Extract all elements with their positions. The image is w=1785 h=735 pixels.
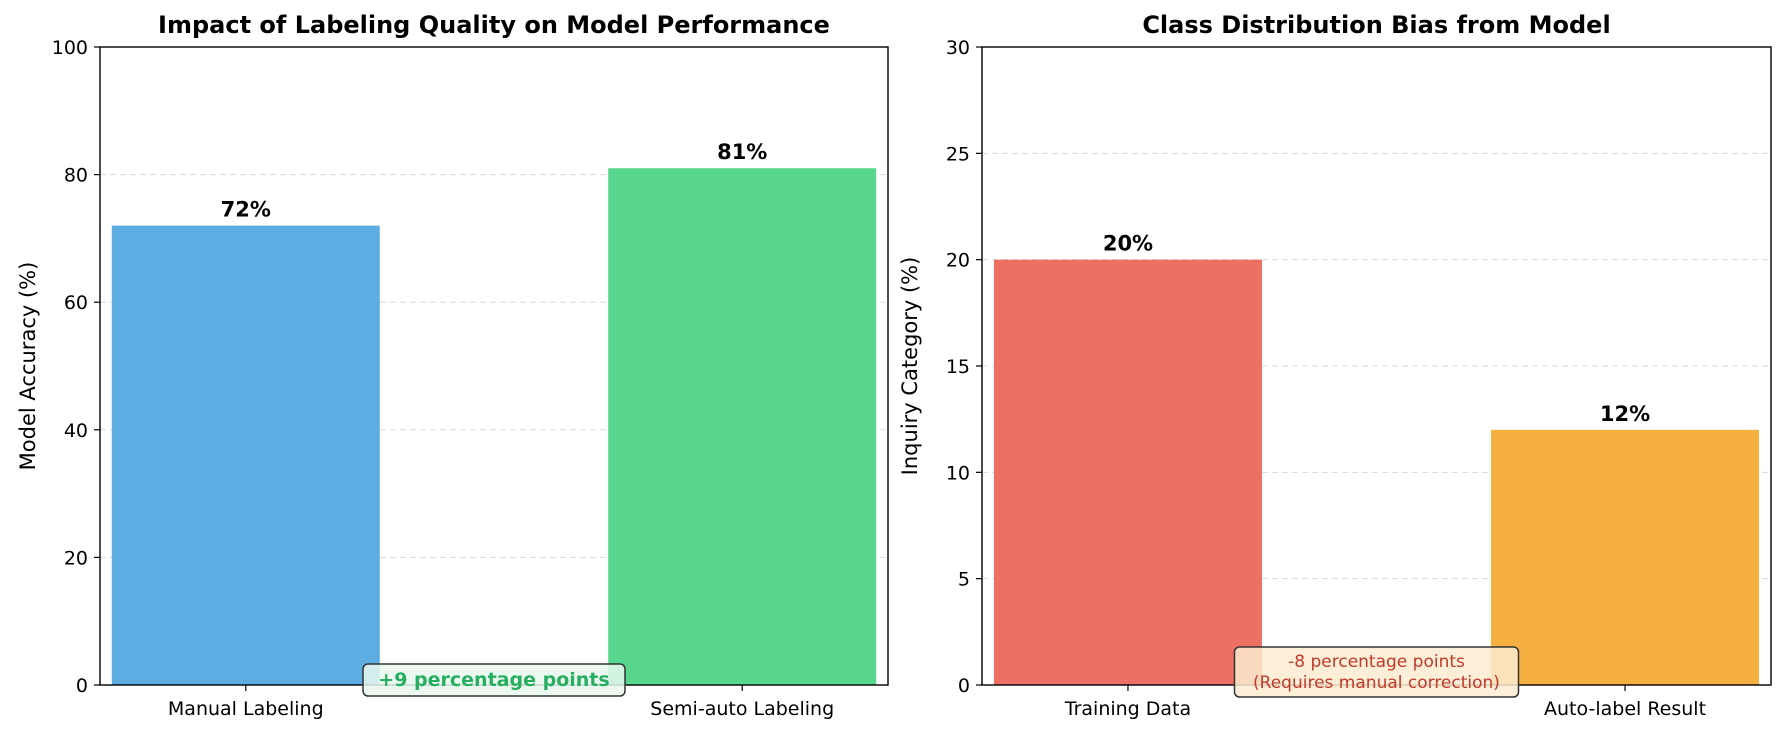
bar-value-label: 81% [717, 140, 767, 164]
annotation-text: (Requires manual correction) [1253, 673, 1500, 693]
y-tick-label: 80 [64, 165, 88, 187]
y-tick-label: 60 [64, 292, 88, 314]
bar-value-label: 72% [221, 198, 271, 222]
y-tick-label: 20 [64, 547, 88, 569]
y-tick-label: 0 [76, 675, 88, 697]
bar-semi-auto-labeling [608, 168, 877, 686]
y-axis-label: Model Accuracy (%) [16, 262, 40, 471]
y-axis-label: Inquiry Category (%) [898, 257, 922, 476]
y-tick-label: 40 [64, 420, 88, 442]
y-tick-label: 10 [946, 462, 970, 484]
bar-auto-label-result [1491, 429, 1760, 685]
bar-value-label: 20% [1103, 232, 1153, 256]
x-tick-label: Semi-auto Labeling [650, 698, 834, 720]
chart-title: Impact of Labeling Quality on Model Perf… [158, 11, 830, 39]
chart-labeling-quality: 72% Manual Labeling 81% Semi-auto Labeling 0… [16, 11, 889, 720]
x-tick-label: Training Data [1064, 698, 1191, 720]
bar-value-label: 12% [1600, 402, 1650, 426]
x-tick-label: Manual Labeling [168, 698, 324, 720]
bar-training-data [993, 259, 1262, 685]
y-tick-label: 20 [946, 250, 970, 272]
chart-class-distribution: 20% Training Data 12% Auto-label Result 0 5 10… [898, 11, 1772, 720]
annotation-text: -8 percentage points [1288, 652, 1465, 672]
annotation-text: +9 percentage points [378, 669, 609, 691]
y-tick-label: 25 [946, 143, 970, 165]
y-tick-label: 30 [946, 37, 970, 59]
y-tick-label: 0 [958, 675, 970, 697]
x-tick-label: Auto-label Result [1544, 698, 1706, 720]
annotation-box [1233, 646, 1520, 698]
bar-manual-labeling [111, 225, 380, 685]
chart-title: Class Distribution Bias from Model [1142, 11, 1610, 39]
y-tick-label: 15 [946, 356, 970, 378]
annotation-box [362, 663, 626, 697]
y-tick-label: 5 [958, 569, 970, 591]
y-tick-label: 100 [52, 37, 88, 59]
